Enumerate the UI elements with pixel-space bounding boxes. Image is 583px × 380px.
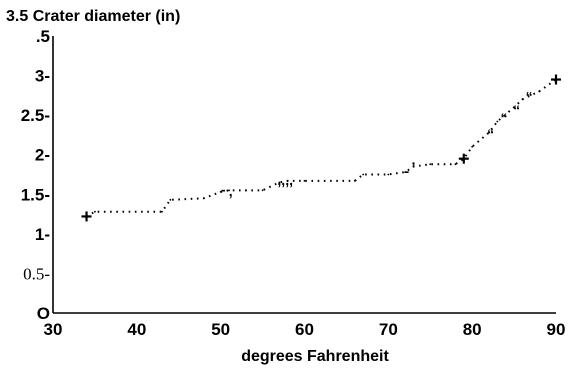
annotation-mark: “ xyxy=(513,102,520,118)
data-point xyxy=(303,179,306,182)
data-point xyxy=(387,173,390,176)
data-point xyxy=(353,179,356,182)
y-tick-label: 0.5- xyxy=(23,264,50,283)
data-point xyxy=(538,90,541,93)
data-point xyxy=(219,191,222,193)
data-point xyxy=(496,120,499,123)
x-tick-labels: 30 40 50 60 70 80 90 xyxy=(44,320,566,339)
data-point xyxy=(471,145,474,148)
data-point xyxy=(203,197,205,200)
y-tick-label: 1- xyxy=(35,225,50,244)
data-point xyxy=(228,189,230,192)
data-point xyxy=(261,189,264,192)
series-line xyxy=(86,78,557,218)
data-point xyxy=(286,179,289,182)
data-point xyxy=(404,171,406,174)
annotation-mark: - xyxy=(404,163,409,179)
annotation-mark: , xyxy=(229,183,233,199)
annotation-mark: ,,,, xyxy=(277,172,293,188)
annotation-mark: “ xyxy=(501,110,508,126)
data-point xyxy=(362,173,365,176)
x-tick-label: 70 xyxy=(379,320,398,339)
data-point xyxy=(454,163,457,166)
y-tick-label: 2.5- xyxy=(21,106,50,125)
annotation-mark: “ xyxy=(526,89,533,105)
data-point xyxy=(513,106,515,109)
plus-marker xyxy=(458,153,469,164)
x-tick-label: 60 xyxy=(295,320,314,339)
marker-group xyxy=(81,74,561,222)
x-tick-label: 40 xyxy=(127,320,146,339)
plus-marker xyxy=(81,211,92,222)
y-tick-label: 2- xyxy=(35,146,50,165)
y-tick-label: 3- xyxy=(35,67,50,86)
data-point xyxy=(412,165,415,168)
data-point xyxy=(488,131,490,134)
data-point xyxy=(161,210,163,213)
data-point xyxy=(521,98,524,101)
x-tick-label: 50 xyxy=(211,320,230,339)
data-point xyxy=(278,181,281,184)
x-tick-label: 80 xyxy=(463,320,482,339)
plus-marker xyxy=(551,74,561,85)
y-tick-label: 1.5- xyxy=(21,185,50,204)
annotation-group: - ,,,,,-,““ ““ xyxy=(221,89,533,199)
y-tick-label: O xyxy=(37,304,50,323)
data-point xyxy=(169,198,172,201)
data-point xyxy=(429,163,432,166)
annotation-mark: - xyxy=(221,181,226,197)
x-tick-label: 90 xyxy=(547,320,566,339)
annotation-mark: , xyxy=(412,151,416,167)
data-point xyxy=(244,189,247,192)
y-tick-label: .5 xyxy=(36,27,50,46)
series-line-group xyxy=(85,78,557,218)
y-tick-labels: O 0.5- 1- 1.5- 2- 2.5- 3- .5 xyxy=(21,27,51,323)
data-point xyxy=(94,210,96,213)
annotation-mark: “ xyxy=(487,126,494,142)
x-tick-label: 30 xyxy=(44,320,63,339)
y-axis-title: 3.5 Crater diameter (in) xyxy=(6,8,180,25)
x-axis-title: degrees Fahrenheit xyxy=(241,348,389,365)
